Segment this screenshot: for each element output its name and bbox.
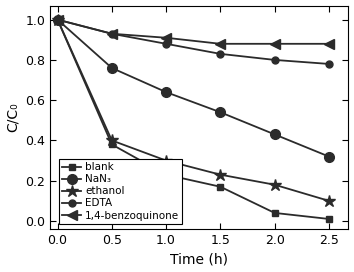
NaN₃ [273,133,277,136]
blank [110,143,114,146]
Line: EDTA: EDTA [54,16,332,67]
NaN₃ [110,66,114,70]
NaN₃ [218,111,223,114]
1,4-benzoquinone [56,18,60,21]
Line: 1,4-benzoquinone: 1,4-benzoquinone [53,15,334,49]
1,4-benzoquinone [218,42,223,45]
EDTA [164,42,168,45]
1,4-benzoquinone [327,42,331,45]
blank [164,173,168,176]
NaN₃ [56,18,60,21]
EDTA [56,18,60,21]
EDTA [218,52,223,55]
EDTA [273,58,277,61]
ethanol [56,18,60,21]
Legend: blank, NaN₃, ethanol, EDTA, 1,4-benzoquinone: blank, NaN₃, ethanol, EDTA, 1,4-benzoqui… [59,159,182,224]
blank [273,211,277,215]
ethanol [273,183,277,186]
1,4-benzoquinone [273,42,277,45]
ethanol [327,199,331,202]
ethanol [164,159,168,162]
ethanol [110,139,114,142]
1,4-benzoquinone [164,36,168,39]
Y-axis label: C/C₀: C/C₀ [6,103,19,132]
ethanol [218,173,223,176]
Line: ethanol: ethanol [51,13,335,207]
EDTA [327,62,331,66]
X-axis label: Time (h): Time (h) [170,252,228,267]
NaN₃ [164,91,168,94]
blank [218,185,223,188]
Line: NaN₃: NaN₃ [53,15,334,161]
1,4-benzoquinone [110,32,114,35]
NaN₃ [327,155,331,158]
blank [56,18,60,21]
EDTA [110,32,114,35]
Line: blank: blank [54,16,332,222]
blank [327,217,331,221]
